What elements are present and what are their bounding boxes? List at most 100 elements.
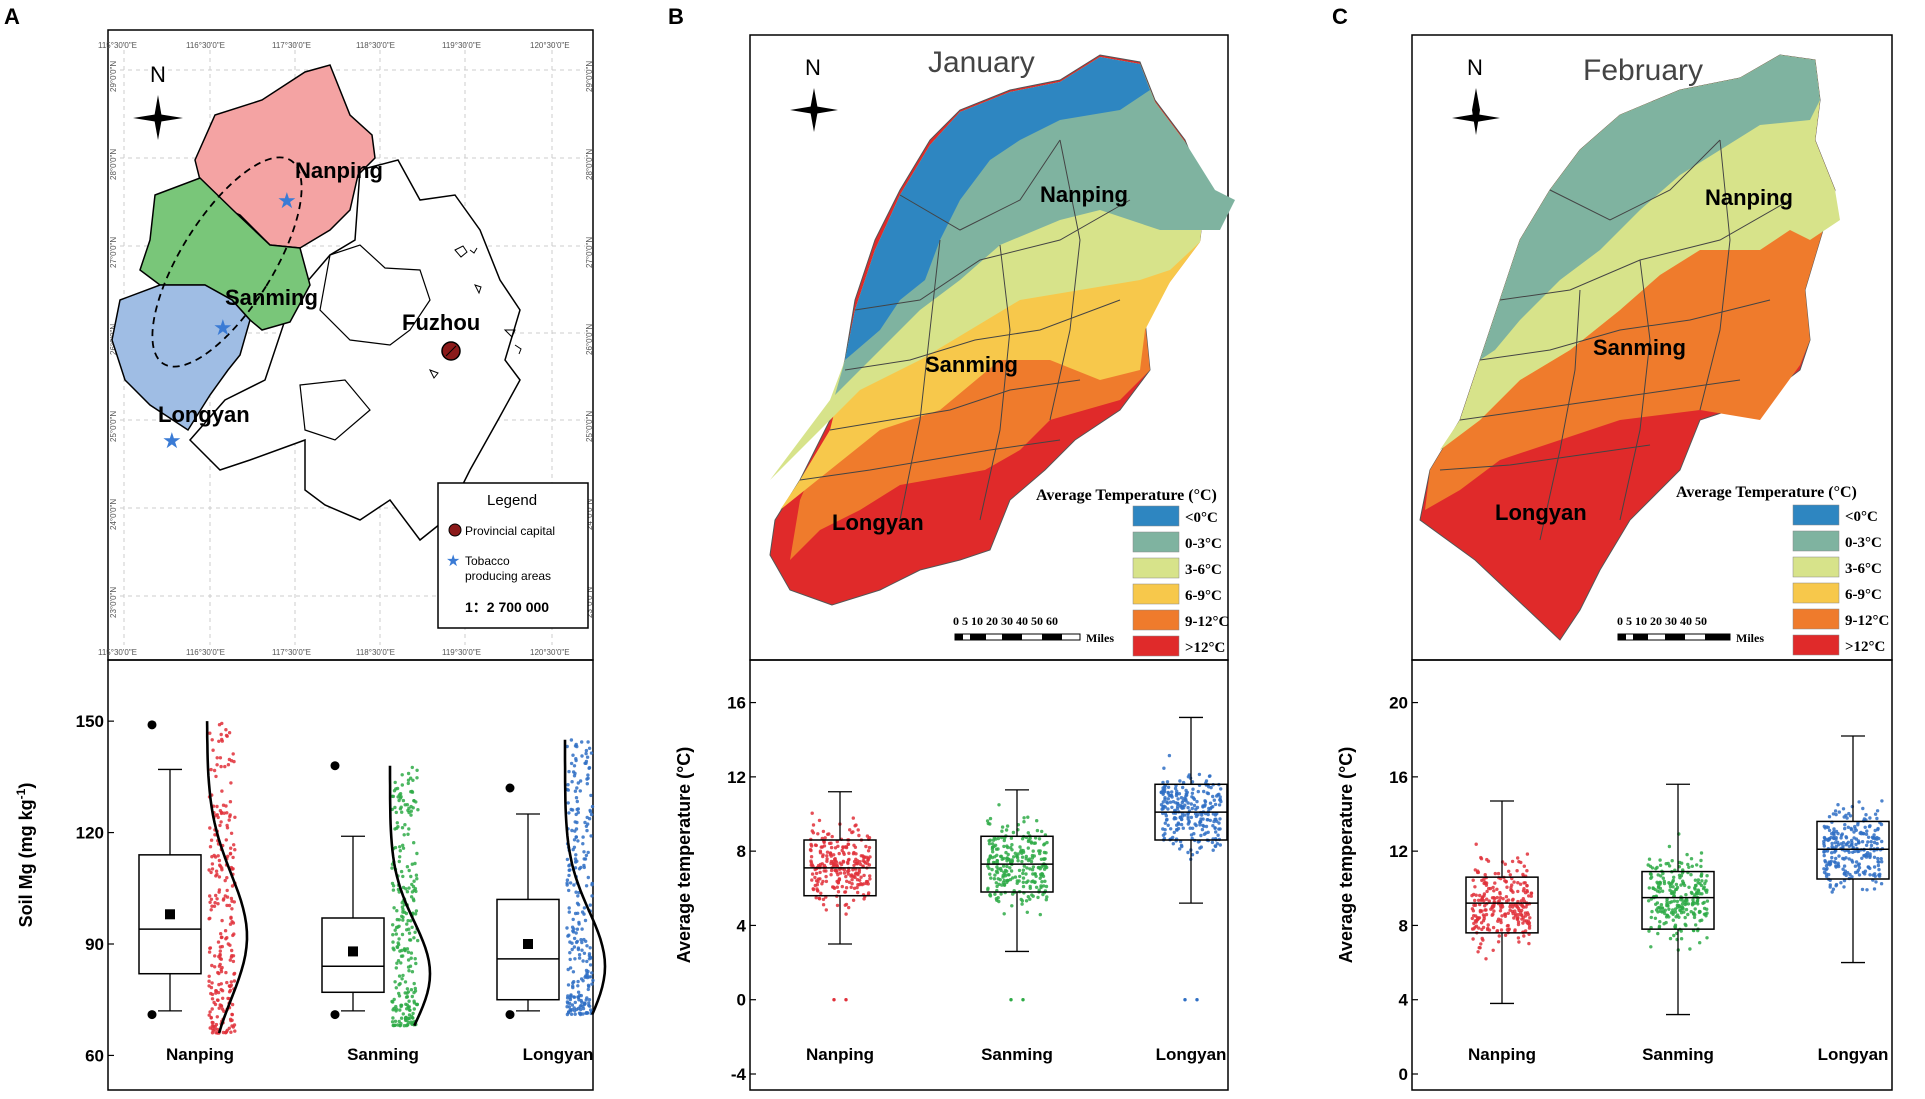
data-point	[413, 930, 417, 934]
data-point	[1683, 915, 1687, 920]
data-point	[1508, 873, 1513, 877]
data-point	[574, 796, 579, 800]
star-icon-longyan: ★	[162, 428, 182, 453]
data-point	[1026, 879, 1030, 883]
data-point	[397, 924, 401, 928]
map-c-legend-swatch-0	[1792, 504, 1840, 526]
data-point	[1005, 824, 1010, 828]
chart-2-frame	[1411, 659, 1893, 1091]
data-point	[1000, 829, 1004, 833]
data-point	[1482, 914, 1486, 919]
data-point	[851, 816, 855, 820]
data-point	[391, 1023, 395, 1028]
data-point	[985, 819, 990, 823]
data-point	[400, 932, 405, 937]
data-point	[819, 845, 823, 849]
density-curve	[205, 721, 249, 1034]
data-point	[400, 905, 405, 909]
data-point	[1207, 806, 1211, 811]
outlier-marker	[330, 1010, 340, 1020]
data-point	[850, 882, 854, 886]
data-point	[1002, 878, 1006, 883]
data-point	[1670, 900, 1674, 904]
map-b-legend-item-3: 6-9°C	[1185, 588, 1222, 604]
data-point	[577, 1011, 582, 1015]
data-point	[225, 823, 229, 828]
data-point	[1679, 911, 1684, 915]
data-point	[1854, 842, 1858, 847]
data-point	[1837, 854, 1841, 858]
data-point	[207, 974, 211, 978]
data-point	[218, 756, 223, 760]
data-point	[1832, 831, 1836, 836]
data-point	[576, 984, 580, 988]
lon-label-6: 120°30'0"E	[530, 41, 570, 50]
map-b-legend-swatch-1	[1132, 531, 1180, 553]
data-point	[391, 933, 395, 937]
data-point	[577, 867, 582, 871]
data-point	[1044, 898, 1049, 902]
data-point	[824, 874, 828, 879]
data-point	[1217, 792, 1221, 796]
data-point	[1496, 917, 1501, 921]
data-point	[995, 859, 999, 863]
data-point	[1673, 923, 1678, 927]
data-point	[231, 921, 236, 925]
data-point	[586, 822, 590, 826]
data-point	[856, 828, 860, 832]
data-point	[584, 761, 588, 765]
data-point	[567, 910, 571, 914]
data-point	[1510, 859, 1515, 864]
data-point	[395, 909, 399, 913]
data-point	[584, 748, 589, 753]
lon-label-1: 115°30'0"E	[98, 41, 137, 50]
data-point	[1481, 919, 1486, 923]
ytick-label: 8	[1399, 916, 1408, 935]
data-point	[397, 974, 402, 978]
data-point	[1697, 910, 1702, 915]
data-point	[1019, 848, 1023, 852]
data-point	[586, 875, 590, 880]
data-point	[233, 1029, 237, 1033]
data-point	[218, 823, 222, 828]
data-point	[1834, 856, 1838, 861]
data-point	[226, 854, 230, 858]
data-point	[1523, 914, 1528, 918]
data-point	[400, 810, 404, 814]
data-point	[585, 782, 589, 786]
data-point	[393, 1019, 398, 1023]
data-point	[1009, 869, 1014, 873]
data-point	[988, 816, 993, 821]
data-point	[1035, 828, 1040, 833]
data-point	[412, 841, 416, 845]
data-point	[1646, 863, 1650, 867]
data-point	[571, 930, 576, 934]
data-point	[1211, 824, 1215, 828]
data-point	[393, 805, 397, 810]
data-point	[1668, 936, 1673, 941]
data-point-zero	[832, 998, 836, 1002]
data-point	[1171, 842, 1176, 846]
map-b-scale-seg-3	[1002, 634, 1022, 640]
data-point	[1655, 889, 1660, 893]
data-point	[1659, 874, 1663, 878]
map-b-legend-swatch-4	[1132, 609, 1180, 631]
lat-label-right-4: 26°0'0"N	[585, 324, 594, 355]
data-point	[219, 967, 223, 972]
compass-icon-b-horizontal	[790, 106, 838, 114]
data-point	[222, 897, 226, 901]
data-point	[1015, 854, 1019, 858]
data-point	[1161, 833, 1166, 837]
data-point	[1031, 849, 1035, 853]
data-point	[1163, 821, 1168, 825]
data-point	[1471, 937, 1475, 941]
data-point	[1495, 887, 1499, 891]
data-point	[209, 897, 214, 901]
data-point	[988, 838, 992, 842]
map-b-legend-swatch-5	[1132, 635, 1180, 657]
data-point	[414, 873, 419, 877]
data-point	[1020, 837, 1025, 841]
data-point	[410, 882, 414, 887]
data-point	[1705, 911, 1709, 915]
data-point	[1178, 815, 1182, 820]
